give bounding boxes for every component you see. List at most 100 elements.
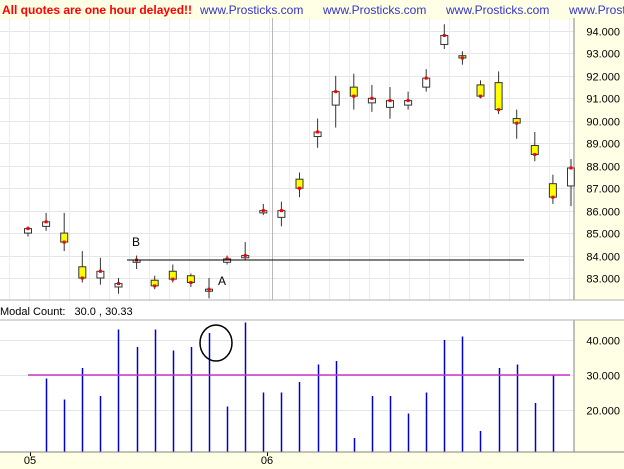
close-marker xyxy=(117,282,120,286)
candle xyxy=(367,84,376,112)
candle-body xyxy=(331,91,340,106)
highlight-circle xyxy=(199,324,233,362)
close-marker xyxy=(388,99,392,103)
close-marker xyxy=(98,269,102,273)
modal-count-value: 30.0 , 30.33 xyxy=(75,306,133,318)
close-marker xyxy=(153,284,157,288)
price-axis-panel xyxy=(574,18,624,300)
close-marker xyxy=(298,186,301,190)
close-marker xyxy=(370,96,374,100)
candle xyxy=(78,251,87,283)
point-a-label: A xyxy=(218,274,226,288)
price-tick-label: 93.000 xyxy=(586,49,620,61)
volume-tick-label: 40.000 xyxy=(586,336,620,348)
candle xyxy=(404,91,413,110)
close-marker xyxy=(497,108,501,112)
close-marker xyxy=(62,240,66,244)
candle xyxy=(548,174,557,204)
candle xyxy=(422,69,431,92)
candle xyxy=(168,264,177,283)
candle xyxy=(295,172,304,198)
volume-bars xyxy=(28,322,570,452)
price-tick-label: 84.000 xyxy=(586,252,620,264)
close-marker xyxy=(533,153,537,156)
candle xyxy=(186,273,195,287)
close-marker xyxy=(243,254,247,258)
close-marker xyxy=(207,287,211,291)
close-marker xyxy=(225,257,229,261)
close-marker xyxy=(171,277,175,281)
candle xyxy=(60,212,69,252)
candle xyxy=(476,80,485,99)
volume-axis-panel xyxy=(574,320,624,452)
axes: 83.000 84.000 85.000 86.000 87.000 88.000 89.0… xyxy=(24,27,620,468)
price-tick-label: 83.000 xyxy=(586,274,620,286)
delay-notice: All quotes are one hour delayed!! xyxy=(2,3,192,17)
close-marker xyxy=(80,276,84,280)
watermark-2: www.Prosticks.com xyxy=(322,3,426,17)
price-plot-area xyxy=(0,18,574,300)
candle xyxy=(114,278,123,294)
close-marker xyxy=(569,166,573,170)
candle xyxy=(349,73,358,110)
price-tick-label: 91.000 xyxy=(586,94,620,106)
close-marker xyxy=(406,99,410,103)
price-tick-label: 87.000 xyxy=(586,184,620,196)
close-marker xyxy=(261,209,265,213)
watermark-4: www.Prosticks.com xyxy=(568,3,624,17)
candle xyxy=(277,201,286,227)
x-tick-label: 06 xyxy=(261,455,273,467)
candle xyxy=(512,109,521,139)
close-marker xyxy=(279,209,283,213)
header-bar xyxy=(0,0,624,20)
x-axis-panel xyxy=(0,452,624,469)
modal-count-label: Modal Count: 30.0 , 30.33 xyxy=(0,306,133,318)
x-tick-label: 05 xyxy=(24,455,36,467)
close-marker xyxy=(334,90,338,94)
close-marker xyxy=(442,33,446,37)
candle xyxy=(494,71,503,115)
price-tick-label: 94.000 xyxy=(586,27,620,39)
close-marker xyxy=(479,94,482,98)
close-marker xyxy=(551,195,555,199)
candle-body xyxy=(494,82,503,111)
price-tick-label: 90.000 xyxy=(586,117,620,129)
price-tick-label: 85.000 xyxy=(586,229,620,241)
close-marker xyxy=(460,56,464,60)
candle xyxy=(440,24,449,49)
candle xyxy=(150,275,159,290)
grid-lines xyxy=(0,18,574,411)
candle-body xyxy=(476,84,485,97)
candle xyxy=(24,226,32,237)
volume-tick-label: 20.000 xyxy=(586,406,620,418)
volume-plot-area xyxy=(0,320,574,452)
price-candles xyxy=(24,24,575,299)
price-tick-label: 86.000 xyxy=(586,207,620,219)
close-marker xyxy=(316,130,320,134)
candle xyxy=(259,203,268,216)
point-b-label: B xyxy=(132,235,140,249)
price-tick-label: 89.000 xyxy=(586,139,620,151)
price-tick-label: 92.000 xyxy=(586,72,620,84)
close-marker xyxy=(44,220,48,224)
candle xyxy=(458,51,467,65)
candle xyxy=(386,87,394,119)
modal-count-title: Modal Count: xyxy=(0,306,65,318)
volume-tick-label: 30.000 xyxy=(586,371,620,383)
candle xyxy=(96,257,105,285)
price-tick-label: 88.000 xyxy=(586,162,620,174)
candle-body xyxy=(78,266,87,279)
close-marker xyxy=(352,94,356,98)
candle-body xyxy=(567,167,575,187)
candle xyxy=(241,242,250,261)
close-marker xyxy=(189,280,193,284)
candle xyxy=(42,212,51,231)
candle-body xyxy=(548,183,557,198)
close-marker xyxy=(26,227,30,231)
candle xyxy=(331,75,340,128)
close-marker xyxy=(424,76,428,80)
candle xyxy=(205,278,213,299)
watermark-3: www.Prosticks.com xyxy=(445,3,549,17)
close-marker xyxy=(515,121,519,125)
